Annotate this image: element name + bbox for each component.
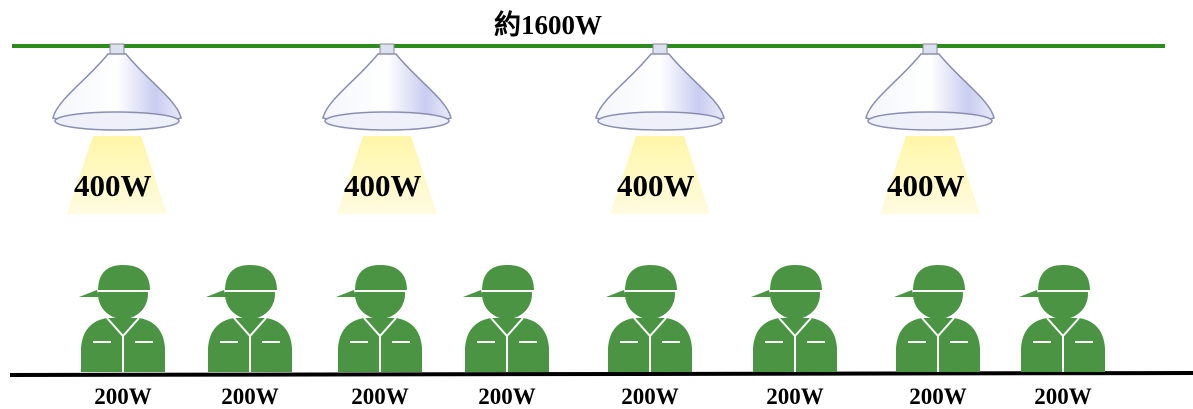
worker-cap	[1037, 264, 1091, 291]
worker-brim	[463, 290, 483, 297]
lamp-watt: 400W	[617, 168, 695, 203]
lamp-watt: 400W	[74, 168, 152, 203]
floor-line	[10, 373, 1193, 375]
worker-watt: 200W	[766, 384, 824, 409]
diagram: 約1600W 400W 400W 400W 400W 200W 200W 200W 200W 2…	[0, 0, 1193, 409]
worker-watt: 200W	[351, 384, 409, 409]
lamp-cap	[923, 44, 937, 54]
lamp-rim	[325, 112, 449, 130]
worker-cap	[769, 264, 823, 291]
worker-brim	[1019, 290, 1039, 297]
worker-watt: 200W	[909, 384, 967, 409]
lamp-cap	[653, 44, 667, 54]
lamp-cap	[380, 44, 394, 54]
worker-brim	[751, 290, 771, 297]
worker-cap	[354, 264, 408, 291]
worker-brim	[606, 290, 626, 297]
lamp-rim	[55, 112, 179, 130]
worker-brim	[206, 290, 226, 297]
lamp-cap	[110, 44, 124, 54]
total-label: 約1600W	[494, 9, 602, 40]
worker-cap	[224, 264, 278, 291]
worker-watt: 200W	[478, 384, 536, 409]
worker-watt: 200W	[1034, 384, 1092, 409]
worker-watt: 200W	[94, 384, 152, 409]
worker-watt: 200W	[221, 384, 279, 409]
worker-cap	[912, 264, 966, 291]
lamp-watt: 400W	[344, 168, 422, 203]
worker-brim	[336, 290, 356, 297]
lamp-rim	[598, 112, 722, 130]
worker-brim	[79, 290, 99, 297]
worker-cap	[97, 264, 151, 291]
lamp-rim	[868, 112, 992, 130]
worker-cap	[624, 264, 678, 291]
worker-watt: 200W	[621, 384, 679, 409]
worker-brim	[894, 290, 914, 297]
lamp-watt: 400W	[887, 168, 965, 203]
worker-cap	[481, 264, 535, 291]
